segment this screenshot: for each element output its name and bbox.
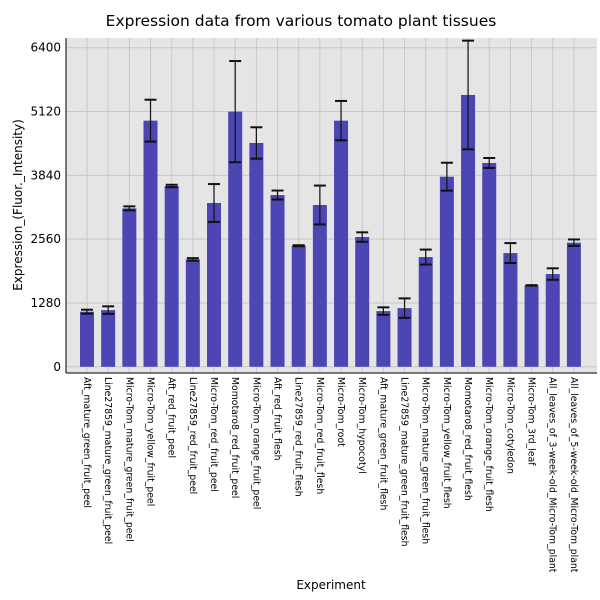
y-tick-label: 1280 — [30, 296, 61, 310]
x-tick-label: Micro-Tom_orange_fruit_peel — [250, 377, 261, 509]
x-tick-label: Aft_mature_green_fruit_peel — [81, 377, 92, 508]
bar — [503, 253, 518, 367]
x-tick-label: Micro-Tom_red_fruit_peel — [208, 377, 219, 492]
bar — [461, 94, 476, 367]
bar — [207, 203, 222, 367]
bar — [397, 308, 412, 367]
x-tick-label: Line27859_red_fruit_flesh — [293, 377, 304, 497]
x-tick-label: Aft_red_fruit_flesh — [272, 377, 283, 461]
y-tick-label: 0 — [53, 360, 61, 374]
y-tick-label: 2560 — [30, 232, 61, 246]
bar — [524, 285, 539, 367]
y-tick-labels: 0 1280 2560 3840 5120 6400 — [30, 41, 61, 374]
x-tick-label: All_leaves_of_5-week-old_Micro-Tom_plant — [568, 377, 579, 573]
bar — [164, 186, 179, 367]
y-axis-label: Expression_(Fluor._Intensity) — [11, 119, 25, 291]
x-tick-label: All_leaves_of_3-week-old_Micro-Tom_plant — [547, 377, 558, 573]
bar — [122, 208, 137, 367]
y-tick-label: 5120 — [30, 105, 61, 119]
bar — [439, 176, 454, 367]
x-tick-label: Micro-Tom_yellow_fruit_flesh — [441, 377, 452, 509]
x-tick-label: Line27859_mature_green_fruit_flesh — [399, 377, 410, 547]
x-tick-label: Micro-Tom_mature_green_fruit_flesh — [420, 377, 431, 544]
bar — [355, 237, 370, 367]
bar — [291, 245, 306, 367]
x-tick-label: Micro-Tom_hypocotyl — [356, 377, 367, 474]
bar — [228, 111, 243, 367]
bar — [143, 120, 158, 367]
bar — [249, 142, 264, 367]
bar — [334, 120, 349, 367]
bar — [482, 162, 497, 367]
bar — [101, 310, 116, 367]
bar — [545, 274, 560, 367]
bar — [270, 195, 285, 367]
bar — [418, 257, 433, 367]
x-tick-label: Micro-Tom_mature_green_fruit_peel — [123, 377, 134, 542]
bar — [566, 242, 581, 367]
x-tick-label: Aft_red_fruit_peel — [166, 377, 177, 458]
x-tick-label: Micro-Tom_orange_fruit_flesh — [483, 377, 494, 512]
x-tick-label: Momotaro8_red_fruit_peel — [229, 377, 240, 498]
bar — [185, 259, 200, 367]
x-tick-label: Micro-Tom_yellow_fruit_peel — [145, 377, 156, 506]
bar — [376, 311, 391, 367]
x-tick-label: Momotaro8_red_fruit_flesh — [462, 377, 473, 501]
x-tick-label: Line27859_red_fruit_peel — [187, 377, 198, 494]
x-tick-label: Micro-Tom_root — [335, 377, 346, 447]
bars — [80, 94, 581, 367]
bar — [312, 205, 327, 367]
x-tick-label: Micro-Tom_red_fruit_flesh — [314, 377, 325, 494]
bar — [80, 311, 94, 367]
error-bars — [81, 39, 580, 319]
x-tick-label: Line27859_mature_green_fruit_peel — [102, 377, 113, 544]
y-tick-label: 6400 — [30, 41, 61, 55]
x-tick-label: Micro-Tom_cotyledon — [504, 377, 515, 474]
x-axis-label: Experiment — [296, 578, 366, 592]
y-tick-label: 3840 — [30, 168, 61, 182]
chart-title: Expression data from various tomato plan… — [106, 12, 497, 30]
x-tick-label: Aft_mature_green_fruit_flesh — [377, 377, 388, 510]
x-tick-labels: Aft_mature_green_fruit_peel Line27859_mat… — [81, 377, 579, 573]
x-tick-label: Micro-Tom_3rd_leaf — [526, 377, 537, 466]
